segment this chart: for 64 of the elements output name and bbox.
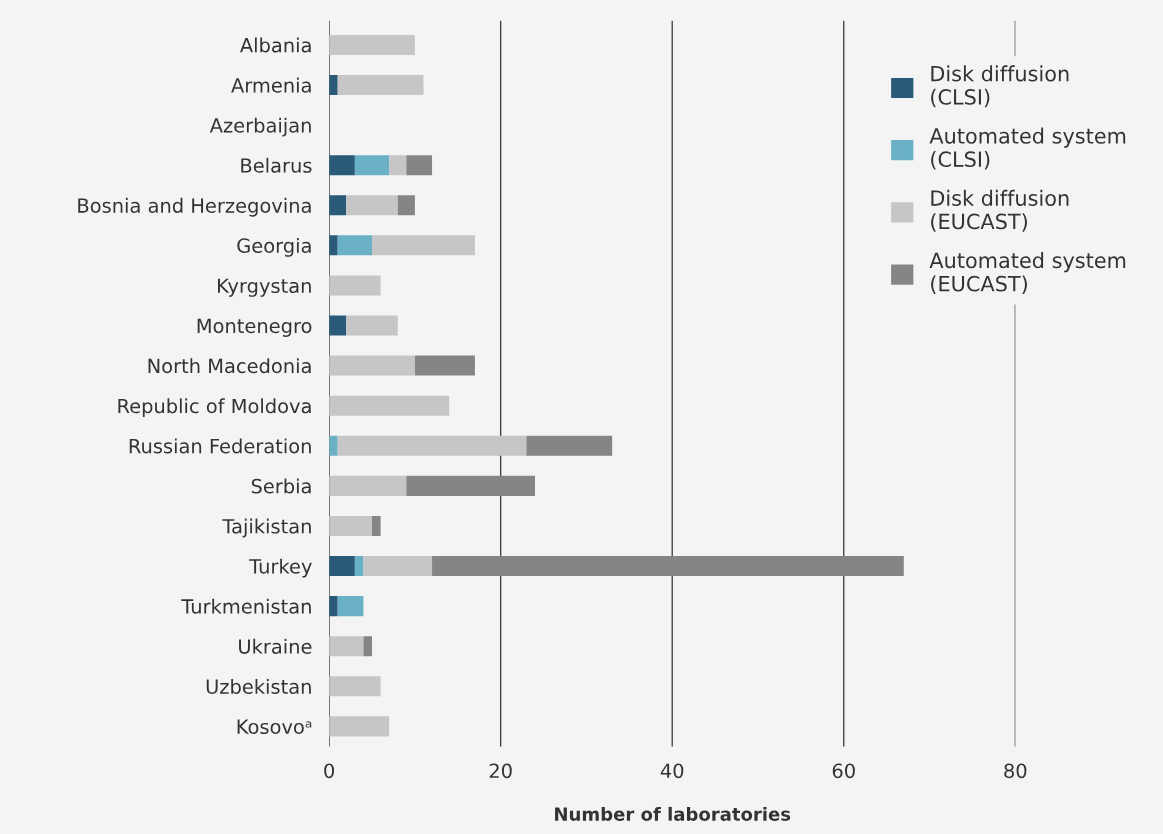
bar xyxy=(354,155,390,176)
bar xyxy=(329,315,347,336)
bar xyxy=(329,716,390,737)
bar xyxy=(329,676,381,697)
bar xyxy=(363,556,433,577)
y-tick-label: Tajikistan xyxy=(222,518,311,538)
bar xyxy=(329,275,381,296)
bar xyxy=(526,435,613,456)
bar xyxy=(432,556,904,577)
bar xyxy=(329,515,373,536)
bar xyxy=(329,636,364,657)
bar xyxy=(346,195,398,216)
y-tick-label: Turkey xyxy=(249,558,312,578)
y-tick-label: Montenegro xyxy=(197,318,312,337)
y-tick-label: North Macedonia xyxy=(148,358,311,374)
y-tick-label: Uzbekistan xyxy=(206,678,311,694)
legend-label: Automated system (CLSI) xyxy=(929,127,1126,170)
bar xyxy=(329,395,450,416)
bar xyxy=(397,195,415,216)
bar xyxy=(372,515,381,536)
bar xyxy=(354,556,364,577)
bar xyxy=(389,155,407,176)
bar xyxy=(337,435,527,456)
y-tick-label: Turkmenistan xyxy=(181,598,311,614)
y-tick-label: Belarus xyxy=(241,157,312,173)
bar xyxy=(329,556,355,577)
bar xyxy=(363,636,373,657)
legend-label: Disk diffusion (CLSI) xyxy=(931,65,1069,108)
bar xyxy=(406,475,535,496)
bar xyxy=(346,315,398,336)
y-tick-label: Kyrgystan xyxy=(218,278,311,297)
legend-label: Disk diffusion (EUCAST) xyxy=(931,189,1069,232)
bar xyxy=(337,235,373,256)
bar xyxy=(329,155,355,176)
y-tick-label: Albania xyxy=(240,37,311,53)
y-tick-label: Kosovoᵃ xyxy=(237,719,312,735)
bar xyxy=(337,74,424,96)
y-tick-label: Russian Federation xyxy=(129,438,311,454)
bar xyxy=(329,34,415,55)
y-tick-label: Republic of Moldova xyxy=(118,398,311,418)
x-tick-label: 80 xyxy=(1004,763,1027,779)
bar xyxy=(406,155,433,176)
bar xyxy=(372,235,475,256)
y-tick-label: Azerbaijan xyxy=(209,117,311,137)
legend-label: Automated system (EUCAST) xyxy=(929,252,1126,294)
x-tick-label: 20 xyxy=(489,763,512,779)
x-axis-title: Number of laboratories xyxy=(555,806,791,821)
x-tick-label: 40 xyxy=(660,763,684,779)
bar xyxy=(329,235,338,256)
x-tick-label: 0 xyxy=(324,763,335,779)
bar xyxy=(329,195,347,216)
bar xyxy=(337,596,364,617)
bar xyxy=(329,596,338,617)
bar xyxy=(329,435,338,456)
y-tick-label: Ukraine xyxy=(239,638,312,654)
y-tick-label: Georgia xyxy=(237,237,311,257)
x-tick-label: 60 xyxy=(832,763,855,779)
y-tick-label: Serbia xyxy=(251,478,311,494)
bar xyxy=(329,74,338,96)
bar xyxy=(329,355,415,376)
y-tick-label: Bosnia and Herzegovina xyxy=(78,197,311,217)
bar xyxy=(329,475,407,496)
y-tick-label: Armenia xyxy=(231,77,311,93)
bar xyxy=(414,355,475,376)
